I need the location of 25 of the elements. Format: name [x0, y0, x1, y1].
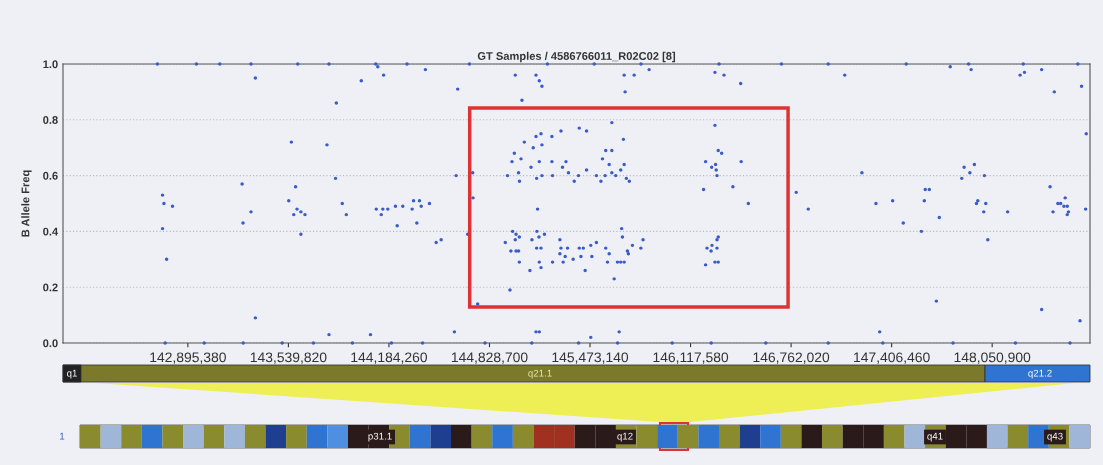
y-tick-label: 0.8 [43, 116, 58, 124]
y-tick-label: 0.6 [43, 171, 58, 180]
text: q12 [617, 432, 633, 442]
y-tick-label: 0.2 [43, 283, 58, 292]
text: q21.1 [528, 369, 552, 379]
text: q21.2 [1028, 369, 1052, 379]
x-tick-label: 144,828,700 [451, 352, 528, 364]
x-tick-label: 144,184,260 [351, 352, 428, 364]
x-tick-label: 146,762,020 [753, 352, 830, 364]
x-tick-label: 143,539,820 [250, 352, 327, 364]
chart-title: GT Samples / 4586766011_R02C02 [8] [477, 51, 676, 63]
x-tick-label: 147,406,460 [854, 352, 930, 364]
y-axis-title: B Allele Freq [21, 170, 32, 237]
text: q41 [927, 432, 943, 442]
x-tick-label: 142,895,380 [150, 352, 226, 364]
text: q43 [1047, 432, 1063, 442]
x-tick-label: 148,050,900 [954, 352, 1031, 364]
y-tick-label: 1.0 [43, 60, 58, 69]
x-tick-label: 145,473,140 [552, 352, 629, 364]
y-tick-label: 0.0 [43, 339, 58, 348]
text: p31.1 [368, 432, 392, 442]
y-tick-label: 0.4 [43, 227, 59, 236]
text: q1 [67, 369, 77, 379]
x-tick-label: 146,117,580 [653, 352, 729, 364]
text: 1 [60, 432, 65, 440]
